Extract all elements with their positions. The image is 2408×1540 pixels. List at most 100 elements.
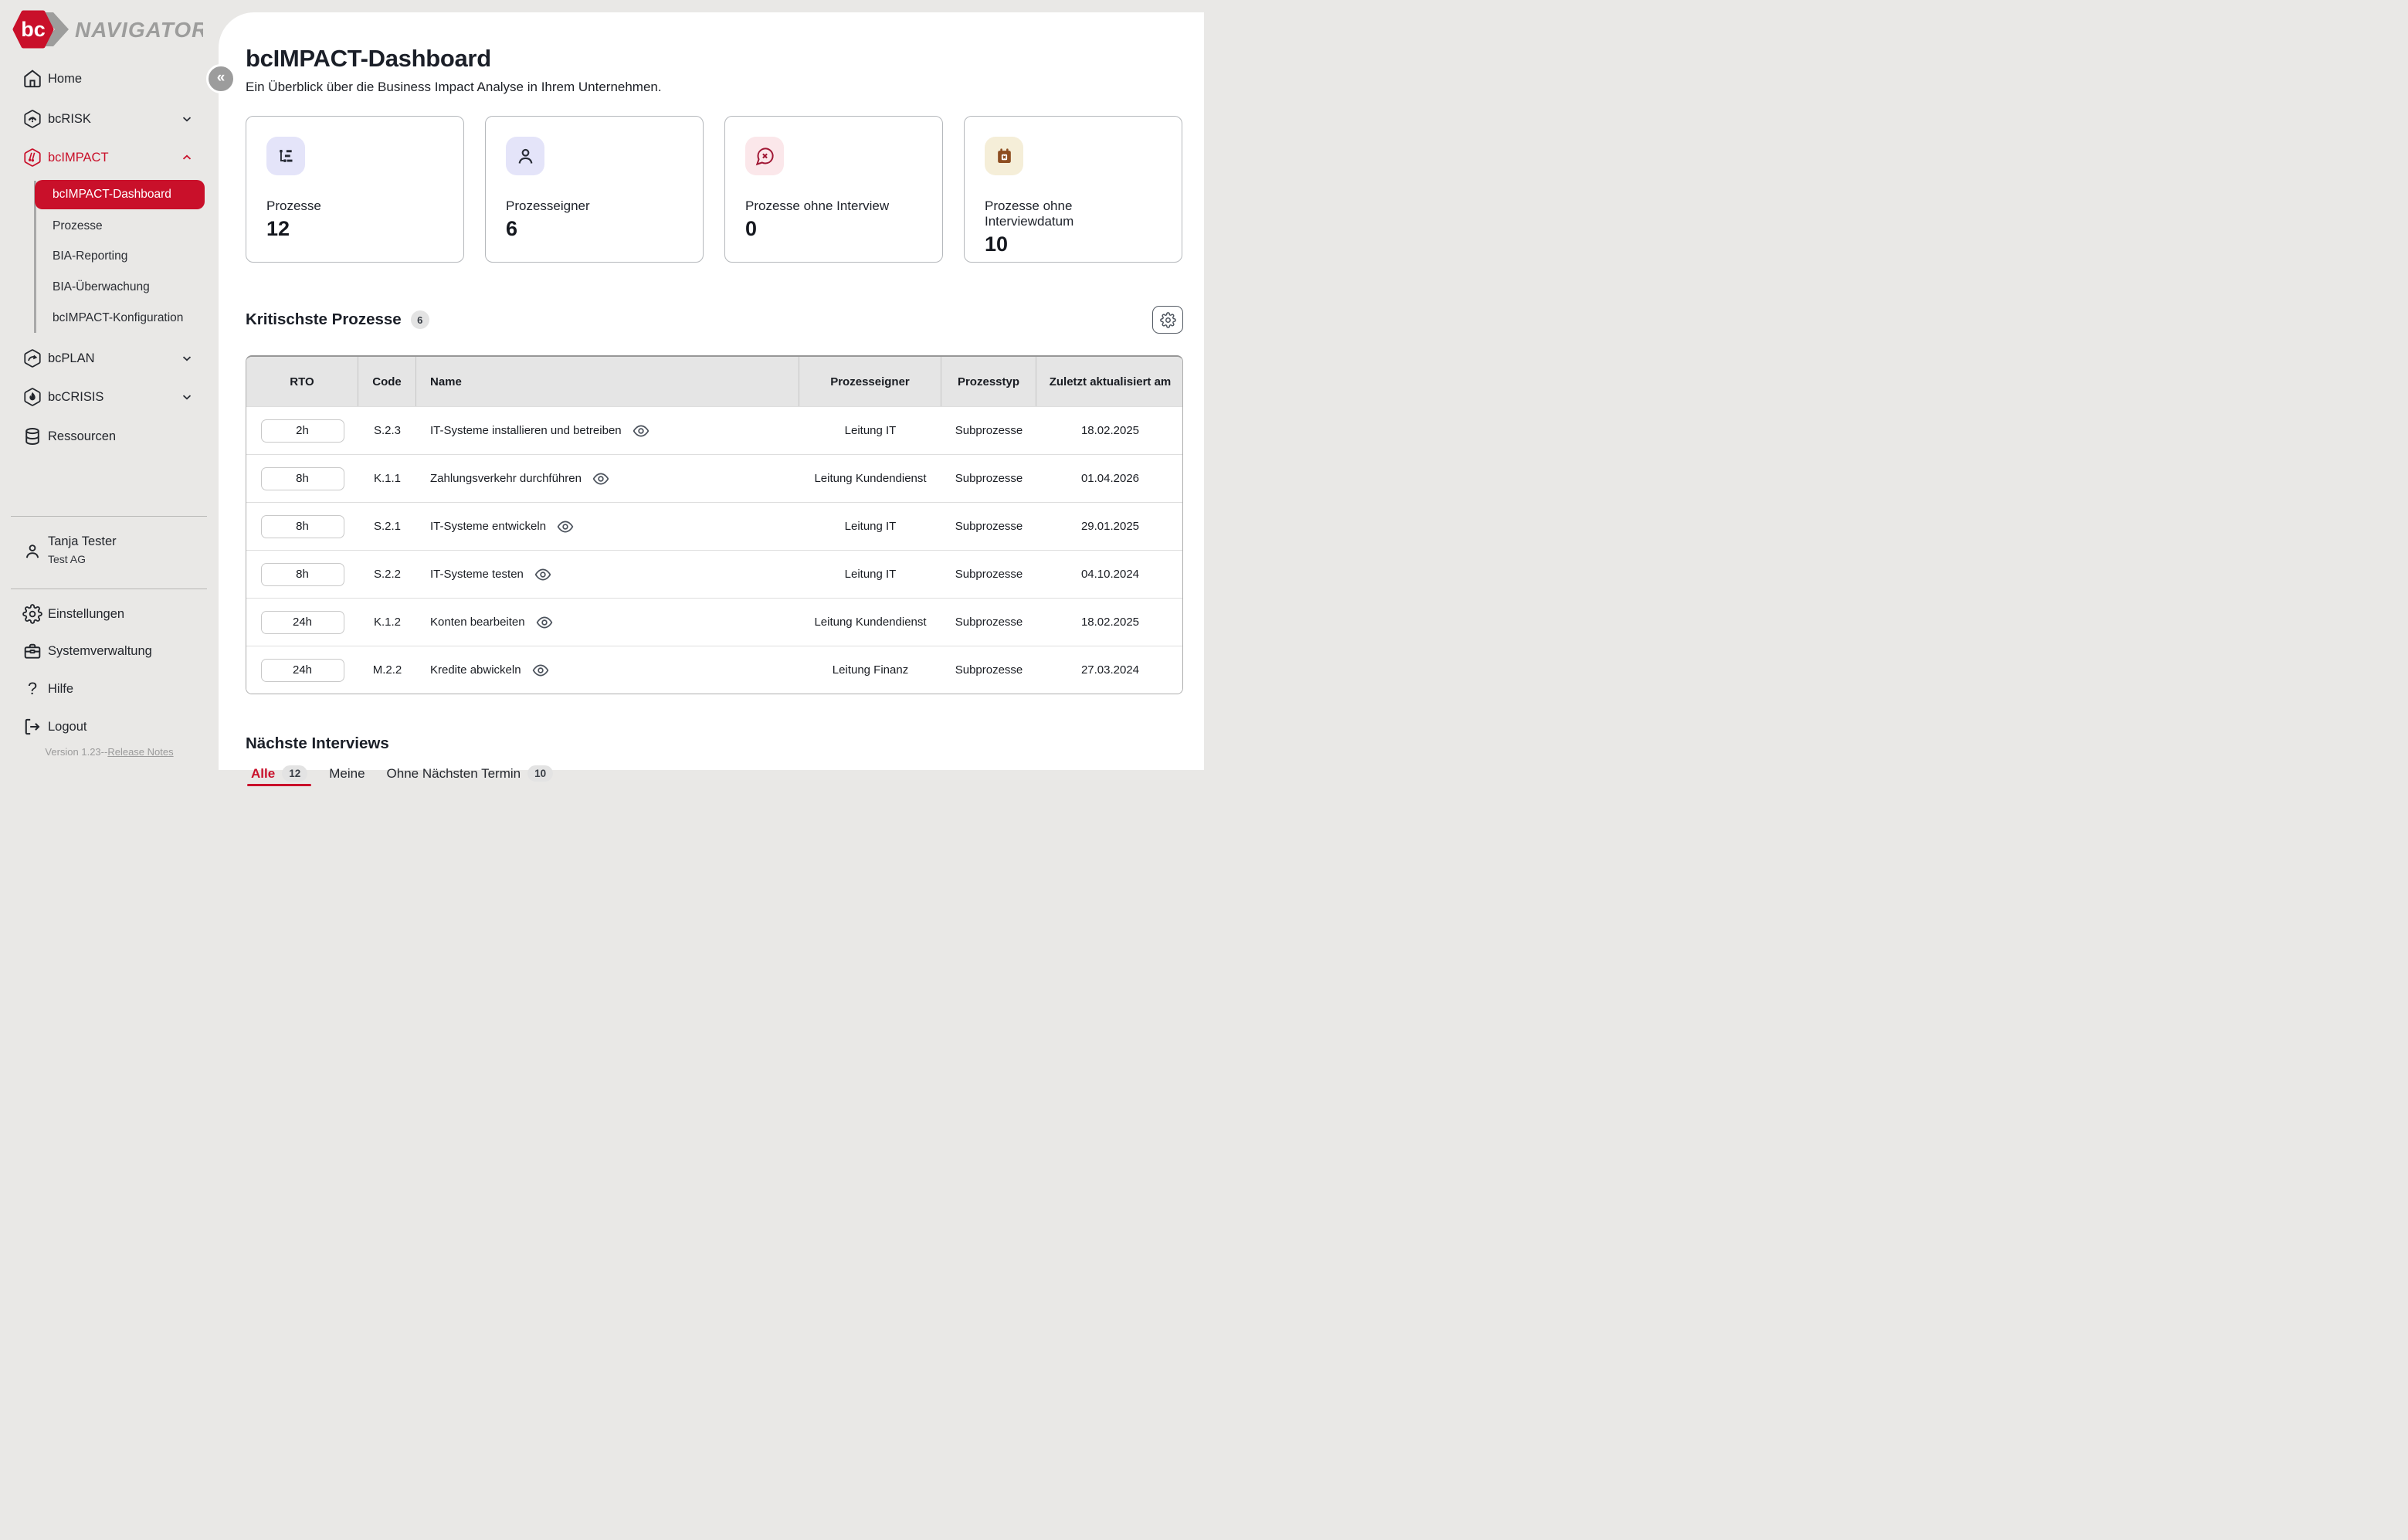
section-title: Kritischste Prozesse (246, 310, 402, 328)
process-name: Konten bearbeiten (430, 616, 525, 629)
sidebar-subitem-bia-ueberwachung[interactable]: BIA-Überwachung (53, 275, 150, 300)
name-cell: Kredite abwickeln (416, 662, 799, 679)
rto-input[interactable]: 8h (260, 562, 344, 586)
version-label: Version 1.23-- (45, 746, 108, 758)
question-icon: ? (27, 679, 38, 698)
release-notes-link[interactable]: Release Notes (107, 746, 174, 758)
table-row[interactable]: 24h M.2.2 Kredite abwickeln Leitung Fina… (246, 646, 1182, 694)
sidebar-item-systemverwaltung[interactable]: Systemverwaltung (0, 636, 219, 667)
column-header-code: Code (358, 357, 416, 406)
stat-card-label: Prozesse ohne Interviewdatum (985, 198, 1074, 229)
stat-card-prozesse-ohne-interviewdatum[interactable]: Prozesse ohne Interviewdatum 10 (964, 116, 1182, 263)
count-badge: 6 (410, 310, 429, 329)
sidebar-item-label: Systemverwaltung (48, 643, 152, 658)
collapse-chevrons-icon: « (216, 69, 226, 86)
sidebar-item-bcimpact[interactable]: bcIMPACT (0, 142, 219, 173)
sidebar-item-einstellungen[interactable]: Einstellungen (0, 599, 219, 629)
table-row[interactable]: 24h K.1.2 Konten bearbeiten Leitung Kund… (246, 598, 1182, 646)
owner-cell: Leitung Finanz (832, 663, 909, 677)
stat-card-prozesseigner[interactable]: Prozesseigner 6 (485, 116, 704, 263)
rto-input[interactable]: 2h (260, 419, 344, 443)
eye-icon[interactable] (592, 470, 609, 487)
tab-alle[interactable]: Alle 12 (246, 765, 313, 786)
table-settings-button[interactable] (1152, 306, 1183, 334)
user-icon (23, 542, 42, 561)
table-row[interactable]: 2h S.2.3 IT-Systeme installieren und bet… (246, 406, 1182, 454)
rto-input[interactable]: 8h (260, 514, 344, 538)
stat-card-label: Prozesseigner (506, 198, 590, 213)
stat-card-prozesse-ohne-interview[interactable]: Prozesse ohne Interview 0 (724, 116, 943, 263)
tab-meine[interactable]: Meine (324, 766, 370, 782)
rto-cell: 24h (246, 658, 358, 682)
name-cell: IT-Systeme testen (416, 566, 799, 583)
name-cell: Konten bearbeiten (416, 614, 799, 631)
table-header: RTO Code Name Prozesseigner Prozesstyp Z… (246, 357, 1182, 406)
chevron-down-icon (180, 112, 194, 126)
rto-cell: 24h (246, 610, 358, 634)
code-cell: K.1.1 (373, 472, 402, 485)
eye-icon[interactable] (534, 566, 551, 583)
sidebar-item-label: Home (48, 71, 83, 86)
tab-label: Ohne Nächsten Termin (386, 765, 521, 781)
sidebar-item-label: bcRISK (48, 111, 91, 126)
sidebar-subitem-bia-reporting[interactable]: BIA-Reporting (53, 244, 127, 269)
chevron-down-icon (180, 351, 194, 365)
rto-input[interactable]: 24h (260, 658, 344, 682)
home-icon (22, 69, 42, 89)
gear-icon (22, 604, 42, 624)
sidebar-item-label: bcPLAN (48, 351, 95, 365)
chevron-down-icon (180, 390, 194, 404)
sidebar-item-home[interactable]: Home (0, 63, 219, 94)
sidebar-item-bcrisk[interactable]: bcRISK (0, 103, 219, 134)
stat-card-label: Prozesse ohne Interview (745, 198, 890, 213)
sidebar: bc NAVIGATOR Home bcRISK bcIMPACT bcIMPA… (0, 0, 219, 770)
sidebar-item-logout[interactable]: Logout (0, 711, 219, 742)
user-profile[interactable]: Tanja Tester Test AG (0, 531, 219, 575)
tab-badge: 12 (282, 765, 308, 782)
table-row[interactable]: 8h K.1.1 Zahlungsverkehr durchführen Lei… (246, 454, 1182, 502)
sidebar-item-ressourcen[interactable]: Ressourcen (0, 421, 219, 452)
code-cell: M.2.2 (372, 663, 402, 677)
eye-icon[interactable] (536, 614, 553, 631)
eye-icon[interactable] (557, 518, 574, 535)
rto-input[interactable]: 24h (260, 610, 344, 634)
sidebar-item-bcplan[interactable]: bcPLAN (0, 343, 219, 374)
sidebar-divider (11, 516, 207, 517)
name-cell: IT-Systeme installieren und betreiben (416, 422, 799, 439)
type-cell: Subprozesse (955, 568, 1023, 581)
sidebar-subitem-bcimpact-dashboard[interactable]: bcIMPACT-Dashboard (35, 180, 205, 209)
table-row[interactable]: 8h S.2.1 IT-Systeme entwickeln Leitung I… (246, 502, 1182, 550)
tab-ohne-naechsten-termin[interactable]: Ohne Nächsten Termin 10 (382, 765, 559, 782)
calendar-x-icon (985, 137, 1023, 175)
stat-card-prozesse[interactable]: Prozesse 12 (246, 116, 464, 263)
sidebar-subitem-bcimpact-konfiguration[interactable]: bcIMPACT-Konfiguration (53, 306, 183, 331)
sidebar-collapse-button[interactable]: « (206, 64, 236, 93)
version-info: Version 1.23--Release Notes (0, 746, 219, 758)
code-cell: K.1.2 (373, 616, 402, 629)
sidebar-subitem-prozesse[interactable]: Prozesse (53, 214, 103, 239)
sidebar-item-hilfe[interactable]: ? Hilfe (0, 673, 219, 704)
column-header-zuletzt-aktualisiert: Zuletzt aktualisiert am (1049, 375, 1172, 388)
stat-cards: Prozesse 12 Prozesseigner 6 Prozesse ohn… (246, 116, 1183, 263)
sidebar-item-bccrisis[interactable]: bcCRISIS (0, 382, 219, 412)
sidebar-subitem-label: Prozesse (53, 219, 103, 232)
app-logo[interactable]: bc NAVIGATOR (10, 10, 203, 49)
critical-processes-table: RTO Code Name Prozesseigner Prozesstyp Z… (246, 355, 1183, 694)
table-row[interactable]: 8h S.2.2 IT-Systeme testen Leitung IT Su… (246, 550, 1182, 598)
eye-icon[interactable] (633, 422, 649, 439)
eye-icon[interactable] (532, 662, 549, 679)
critical-processes-header: Kritischste Prozesse 6 (246, 306, 1183, 334)
sidebar-item-label: bcCRISIS (48, 389, 104, 404)
main-content: bcIMPACT-Dashboard Ein Überblick über di… (219, 12, 1204, 786)
column-header-prozesstyp: Prozesstyp (941, 357, 1036, 406)
bc-navigator-logo-icon: bc NAVIGATOR (12, 10, 203, 49)
rto-input[interactable]: 8h (260, 466, 344, 490)
tab-label: Alle (251, 765, 276, 781)
logout-icon (22, 717, 42, 737)
hexagon-flame-icon (22, 387, 42, 407)
sidebar-item-label: Einstellungen (48, 606, 125, 621)
user-name: Tanja Tester (48, 534, 117, 548)
name-cell: Zahlungsverkehr durchführen (416, 470, 799, 487)
sidebar-item-label: Logout (48, 719, 87, 734)
name-cell: IT-Systeme entwickeln (416, 518, 799, 535)
